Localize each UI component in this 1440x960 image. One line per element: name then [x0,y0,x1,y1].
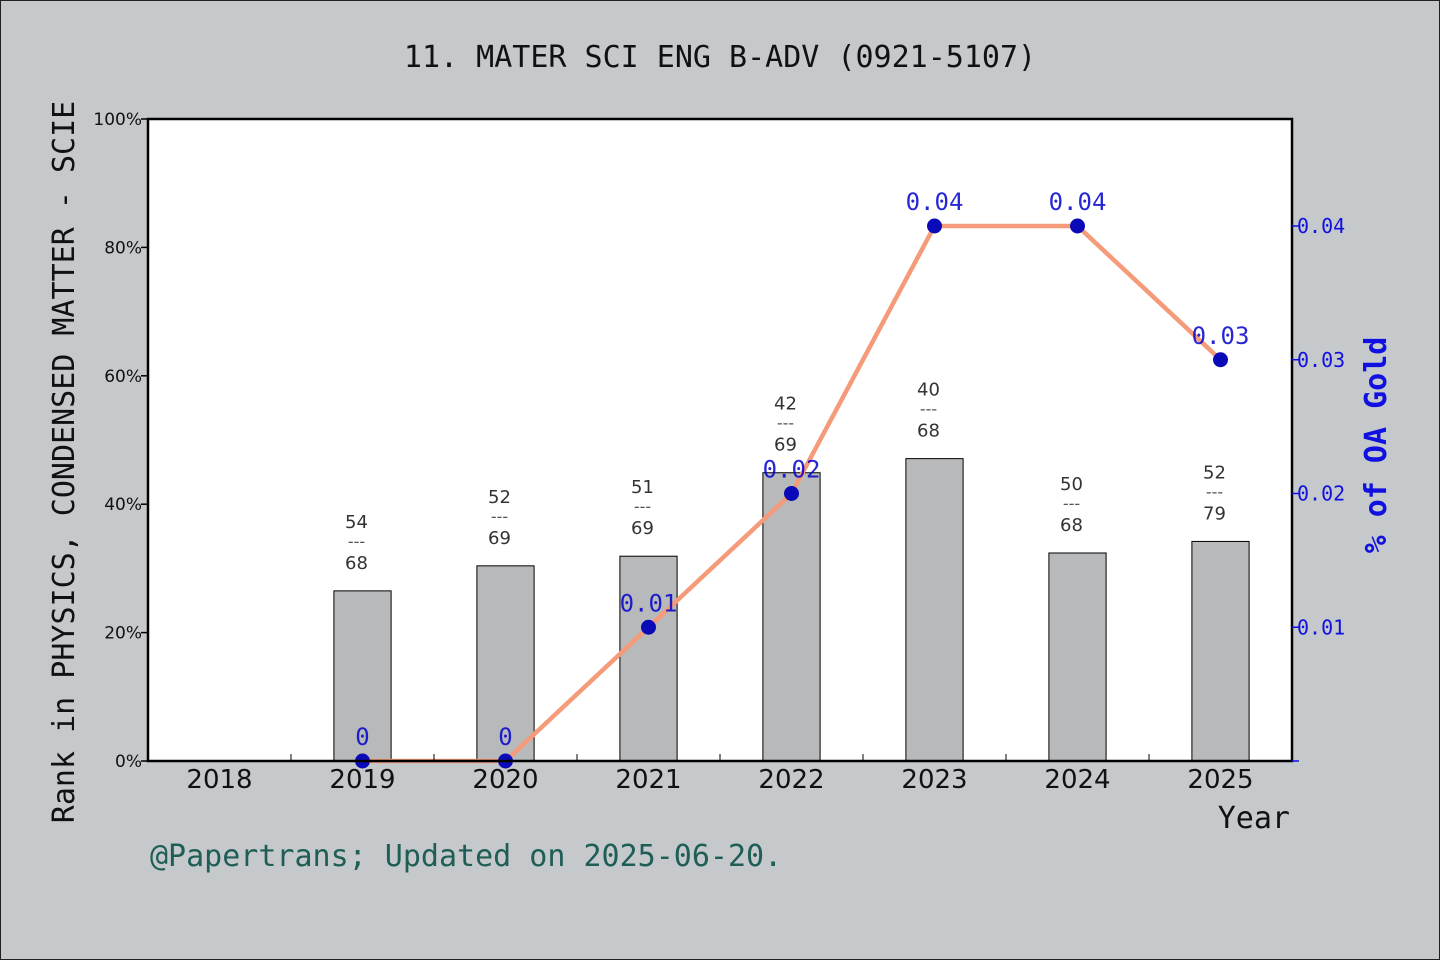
bar-rank-label: 54 [345,512,368,533]
x-tick-label: 2021 [615,765,681,795]
oa-gold-value-label: 0 [355,723,369,751]
x-tick-label: 2019 [329,765,395,795]
bar-total-label: 79 [1203,503,1226,524]
y2-tick-label: 0.01 [1297,615,1345,639]
bar-separator: --- [491,507,508,526]
bar-separator: --- [777,414,794,433]
oa-gold-value-label: 0.04 [1049,188,1107,216]
bar-labels-layer: 54---6852---6951---6942---6940---6850---… [345,380,1226,574]
oa-gold-value-label: 0.01 [620,589,678,617]
y2-axis-ticks: 0.01 0.02 0.03 0.04 [1292,214,1345,762]
x-tick-label: 2020 [472,765,538,795]
bars-layer [333,458,1250,762]
y-tick-label: 40% [104,495,142,515]
y-tick-label: 80% [104,238,142,258]
bar [619,555,678,762]
x-tick-label: 2018 [186,765,252,795]
bar-rank-label: 42 [774,394,797,415]
bar-rank-label: 52 [1203,462,1226,483]
chart-title: 11. MATER SCI ENG B-ADV (0921-5107) [404,40,1036,75]
oa-gold-value-label: 0 [498,723,512,751]
bar [762,472,821,762]
y2-axis-label: % of OA Gold [1359,337,1394,554]
oa-gold-value-label: 0.04 [906,188,964,216]
oa-gold-marker [1213,352,1228,368]
oa-gold-marker [927,218,942,234]
y-tick-label: 0% [115,752,142,772]
bar-total-label: 69 [774,435,797,456]
x-tick-label: 2024 [1044,765,1110,795]
bar-separator: --- [1063,494,1080,513]
bar-total-label: 68 [345,553,368,574]
bar-separator: --- [348,532,365,551]
bar [333,590,392,762]
plot-area [148,119,1292,761]
bar-rank-label: 52 [488,487,511,508]
oa-gold-marker [784,486,799,501]
x-tick-label: 2023 [901,765,967,795]
footer-note: @Papertrans; Updated on 2025-06-20. [150,839,782,874]
y2-tick-label: 0.04 [1297,214,1345,238]
oa-gold-marker [641,619,656,635]
oa-gold-value-label: 0.02 [763,456,821,484]
oa-gold-marker [1070,218,1085,234]
oa-gold-value-label: 0.03 [1192,322,1250,350]
bar-total-label: 69 [631,518,654,539]
bar-rank-label: 51 [631,477,654,498]
bar-rank-label: 50 [1060,474,1083,495]
y-axis-label: Rank in PHYSICS, CONDENSED MATTER - SCIE [47,101,82,823]
y2-tick-label: 0.03 [1297,348,1345,372]
bar-total-label: 68 [1060,515,1083,536]
y-tick-label: 100% [93,110,142,130]
bar [1048,552,1107,762]
x-axis-label: Year [1218,801,1290,836]
bar [476,565,535,762]
y2-tick-label: 0.02 [1297,482,1345,506]
bar [1191,540,1250,762]
bar-total-label: 69 [488,528,511,549]
bar [905,458,964,762]
y-tick-label: 20% [104,624,142,644]
bar-separator: --- [634,497,651,516]
x-tick-label: 2022 [758,765,824,795]
x-tick-label: 2025 [1187,765,1253,795]
bar-total-label: 68 [917,421,940,442]
x-axis-ticks: 2018 2019 2020 2021 2022 2023 2024 2025 [186,754,1254,795]
bar-separator: --- [1206,482,1223,501]
bar-separator: --- [920,400,937,419]
bar-rank-label: 40 [917,380,940,401]
y-tick-label: 60% [104,367,142,387]
y-axis-ticks: 0% 20% 40% 60% 80% 100% [93,110,148,772]
